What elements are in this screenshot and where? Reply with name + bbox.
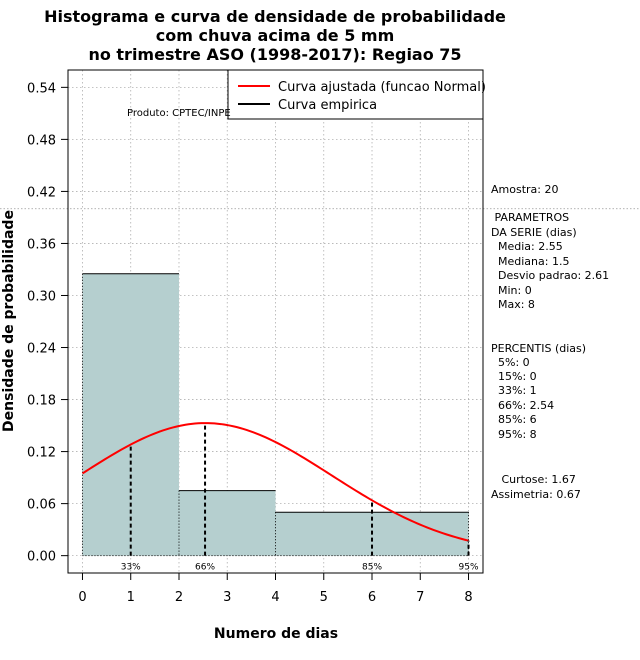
percentis-title: PERCENTIS (dias) [491,342,586,355]
params-title-2: DA SERIE (dias) [491,226,577,239]
percentil-15: 15%: 0 [491,370,537,383]
percentil-95: 95%: 8 [491,428,537,441]
percentile-label-1: 66% [195,563,215,573]
product-annotation: Produto: CPTEC/INPE [127,108,231,119]
chart-title-line-1: Histograma e curva de densidade de proba… [44,7,506,26]
x-tick-label-1: 1 [127,590,135,605]
param-min: Min: 0 [491,284,532,297]
side-panel: Amostra: 20 PARAMETROS DA SERIE (dias) M… [491,183,609,501]
legend: Curva ajustada (funcao Normal) Curva emp… [227,69,486,120]
y-tick-label-4: 0.24 [27,342,56,357]
percentil-5: 5%: 0 [491,356,530,369]
y-tick-label-3: 0.18 [27,394,56,409]
percentile-label-2: 85% [362,563,382,573]
histogram-bar-1 [178,490,276,556]
legend-label-fit: Curva ajustada (funcao Normal) [278,80,486,95]
x-tick-label-8: 8 [464,590,472,605]
param-media: Media: 2.55 [491,240,563,253]
chart-title-line-3: no trimestre ASO (1998-2017): Regiao 75 [88,45,461,64]
y-tick-label-7: 0.42 [27,185,56,200]
legend-label-empirical: Curva empirica [278,98,377,113]
y-tick-label-5: 0.30 [27,289,56,304]
assimetria: Assimetria: 0.67 [491,488,581,501]
y-tick-label-8: 0.48 [27,133,56,148]
x-tick-label-0: 0 [78,590,86,605]
param-max: Max: 8 [491,298,535,311]
legend-box [227,69,484,120]
percentile-label-0: 33% [121,563,141,573]
y-tick-label-9: 0.54 [27,81,56,96]
percentil-33: 33%: 1 [491,384,537,397]
curtose: Curtose: 1.67 [491,473,576,486]
percentil-66: 66%: 2.54 [491,399,554,412]
percentil-85: 85%: 6 [491,413,537,426]
sample-size: Amostra: 20 [491,183,558,196]
x-tick-label-7: 7 [416,590,424,605]
chart-title-line-2: com chuva acima de 5 mm [156,26,395,45]
y-tick-label-0: 0.00 [27,550,56,565]
x-tick-label-3: 3 [223,590,231,605]
params-title-1: PARAMETROS [491,211,569,224]
param-mediana: Mediana: 1.5 [491,255,569,268]
y-axis-title: Densidade de probabilidade [1,210,17,432]
y-tick-label-6: 0.36 [27,237,56,252]
x-tick-label-5: 5 [320,590,328,605]
percentile-markers: 33% 66% 85% 95% [121,423,479,573]
curve-layer [81,422,469,542]
histogram-bar-0 [82,273,179,556]
x-tick-label-6: 6 [368,590,376,605]
x-tick-label-2: 2 [175,590,183,605]
x-tick-label-4: 4 [271,590,279,605]
percentile-label-3: 95% [459,563,479,573]
y-tick-label-2: 0.12 [27,446,56,461]
y-tick-label-1: 0.06 [27,498,56,513]
x-axis-title: Numero de dias [214,626,338,642]
normal-fit-curve [81,422,469,542]
param-desvio: Desvio padrao: 2.61 [491,269,609,282]
